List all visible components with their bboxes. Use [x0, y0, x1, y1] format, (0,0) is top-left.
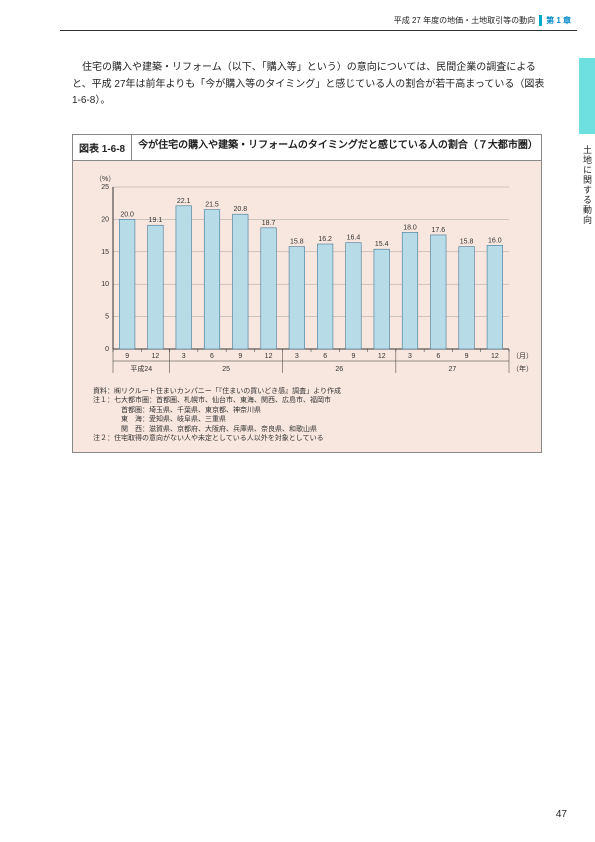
- svg-text:平成24: 平成24: [130, 364, 152, 373]
- bar-chart: （%） 0 5 10 15 20 25 20.0 9 19.1 12 22.1 3 21.5 6 20.8 9 1…: [83, 169, 531, 379]
- svg-text:12: 12: [378, 353, 386, 360]
- side-tab: [579, 58, 595, 134]
- svg-text:22.1: 22.1: [177, 198, 191, 205]
- header-rule: [60, 30, 577, 31]
- svg-text:12: 12: [491, 353, 499, 360]
- figure-1-6-8: 図表 1-6-8 今が住宅の購入や建築・リフォームのタイミングだと感じている人の…: [72, 134, 542, 453]
- svg-text:9: 9: [238, 353, 242, 360]
- figure-label: 図表 1-6-8: [73, 135, 132, 160]
- svg-text:26: 26: [335, 366, 343, 373]
- body-paragraph-block: 住宅の購入や建築・リフォーム（以下、「購入等」という）の意向については、民間企業…: [72, 60, 547, 110]
- svg-text:17.6: 17.6: [431, 227, 445, 234]
- svg-text:15.4: 15.4: [375, 241, 389, 248]
- svg-text:9: 9: [465, 353, 469, 360]
- figure-note-line: 資料：㈱リクルート住まいカンパニー「『住まいの買いどき感』調査」より作成: [93, 387, 533, 396]
- svg-text:5: 5: [105, 314, 109, 321]
- svg-text:16.0: 16.0: [488, 237, 502, 244]
- svg-text:19.1: 19.1: [149, 217, 163, 224]
- figure-note-line: 関 西：滋賀県、京都府、大阪府、兵庫県、奈良県、和歌山県: [93, 425, 533, 434]
- svg-text:20.0: 20.0: [120, 211, 134, 218]
- chart-wrap: （%） 0 5 10 15 20 25 20.0 9 19.1 12 22.1 3 21.5 6 20.8 9 1…: [73, 161, 541, 385]
- svg-text:（年）: （年）: [512, 364, 531, 373]
- header-crumb-text: 平成 27 年度の地価・土地取引等の動向: [394, 15, 535, 26]
- svg-text:16.2: 16.2: [318, 236, 332, 243]
- svg-text:（%）: （%）: [95, 175, 115, 183]
- svg-text:18.7: 18.7: [262, 220, 276, 227]
- svg-text:25: 25: [101, 184, 109, 191]
- figure-note-line: 注１：七大都市圏：首都圏、札幌市、仙台市、東海、関西、広島市、福岡市: [93, 396, 533, 405]
- figure-notes: 資料：㈱リクルート住まいカンパニー「『住まいの買いどき感』調査」より作成注１：七…: [73, 385, 541, 452]
- svg-text:3: 3: [408, 353, 412, 360]
- svg-text:9: 9: [125, 353, 129, 360]
- svg-text:21.5: 21.5: [205, 202, 219, 209]
- header-crumb: 平成 27 年度の地価・土地取引等の動向 第 1 章: [394, 15, 575, 26]
- svg-text:16.4: 16.4: [347, 235, 361, 242]
- svg-text:6: 6: [436, 353, 440, 360]
- svg-text:20: 20: [101, 216, 109, 223]
- side-tab-text: 土地に関する動向: [580, 145, 592, 225]
- page-number: 47: [556, 809, 567, 820]
- svg-text:18.0: 18.0: [403, 224, 417, 231]
- svg-text:0: 0: [105, 346, 109, 353]
- svg-text:27: 27: [449, 366, 457, 373]
- svg-text:25: 25: [222, 366, 230, 373]
- svg-text:15.8: 15.8: [460, 239, 474, 246]
- chapter-badge: 第 1 章: [539, 15, 575, 26]
- svg-text:3: 3: [295, 353, 299, 360]
- svg-text:9: 9: [351, 353, 355, 360]
- svg-text:3: 3: [182, 353, 186, 360]
- svg-text:6: 6: [323, 353, 327, 360]
- svg-text:12: 12: [265, 353, 273, 360]
- svg-text:（月）: （月）: [512, 352, 531, 360]
- figure-title: 今が住宅の購入や建築・リフォームのタイミングだと感じている人の割合（７大都市圏）: [132, 135, 541, 160]
- body-paragraph: 住宅の購入や建築・リフォーム（以下、「購入等」という）の意向については、民間企業…: [72, 60, 547, 110]
- figure-header: 図表 1-6-8 今が住宅の購入や建築・リフォームのタイミングだと感じている人の…: [73, 135, 541, 161]
- svg-text:10: 10: [101, 281, 109, 288]
- figure-note-line: 首都圏：埼玉県、千葉県、東京都、神奈川県: [93, 406, 533, 415]
- figure-note-line: 東 海：愛知県、岐阜県、三重県: [93, 415, 533, 424]
- svg-text:15: 15: [101, 249, 109, 256]
- svg-text:20.8: 20.8: [233, 206, 247, 213]
- svg-text:15.8: 15.8: [290, 239, 304, 246]
- figure-note-line: 注２：住宅取得の意向がない人や未定としている人以外を対象としている: [93, 434, 533, 443]
- svg-text:12: 12: [152, 353, 160, 360]
- svg-text:6: 6: [210, 353, 214, 360]
